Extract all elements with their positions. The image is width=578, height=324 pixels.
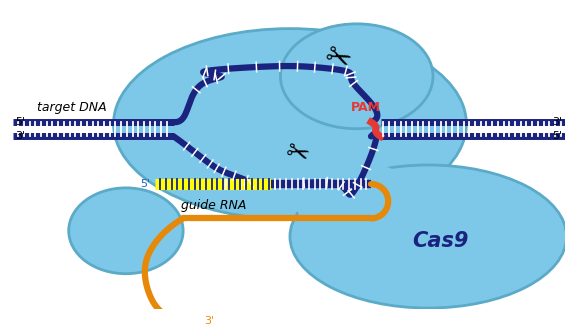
Text: 5': 5': [140, 179, 151, 189]
Ellipse shape: [280, 24, 433, 129]
Text: PAM: PAM: [351, 101, 381, 114]
Text: guide RNA: guide RNA: [181, 199, 246, 212]
Text: Cas9: Cas9: [413, 231, 469, 251]
Text: target DNA: target DNA: [37, 101, 107, 114]
Text: 3': 3': [553, 117, 563, 127]
Text: 5': 5': [15, 117, 25, 127]
Ellipse shape: [295, 162, 418, 238]
Text: ✂: ✂: [282, 137, 313, 172]
Text: ✂: ✂: [320, 40, 355, 78]
Text: 3': 3': [204, 317, 214, 324]
Ellipse shape: [113, 29, 466, 219]
Ellipse shape: [290, 165, 566, 308]
Text: 5': 5': [553, 131, 563, 141]
Ellipse shape: [69, 188, 183, 274]
Text: 3': 3': [15, 131, 25, 141]
